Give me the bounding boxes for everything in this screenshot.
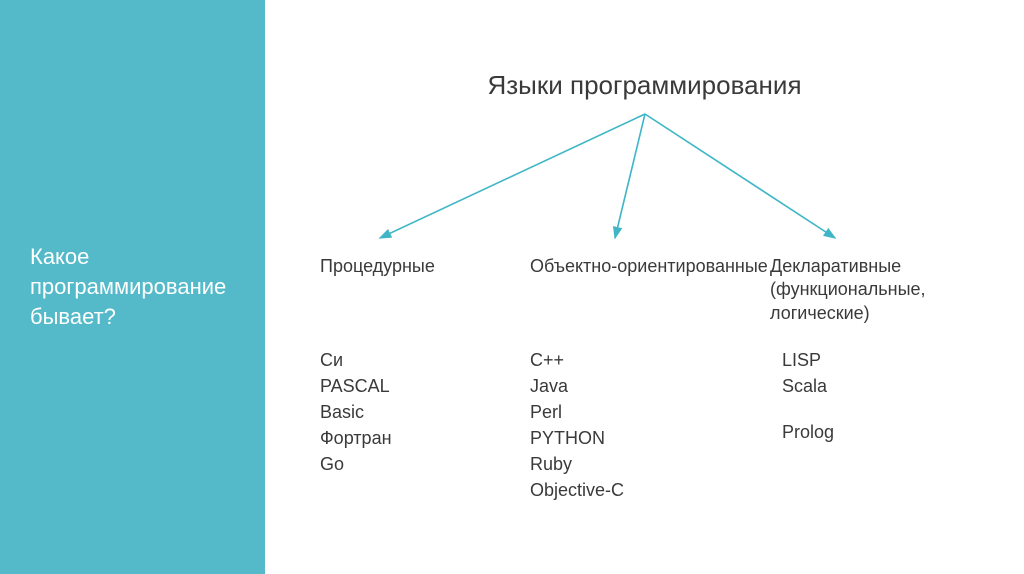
columns-row: Процедурные Си PASCAL Basic Фортран Go О…: [265, 255, 1024, 504]
group-gap: [782, 399, 1004, 419]
column-procedural: Процедурные Си PASCAL Basic Фортран Go: [320, 255, 530, 504]
item: PASCAL: [320, 373, 530, 399]
column-items: C++ Java Perl PYTHON Ruby Objective-C: [530, 347, 770, 504]
item: LISP: [782, 347, 1004, 373]
column-items: Си PASCAL Basic Фортран Go: [320, 347, 530, 477]
item: Go: [320, 451, 530, 477]
column-declarative: Декларативные (функциональные, логически…: [770, 255, 1004, 504]
item: C++: [530, 347, 770, 373]
arrow-connectors: [265, 110, 1024, 250]
item: Perl: [530, 399, 770, 425]
item: Scala: [782, 373, 1004, 399]
item: Ruby: [530, 451, 770, 477]
sidebar-title: Какое программирование бывает?: [30, 242, 245, 331]
item: Objective-C: [530, 477, 770, 503]
column-items: LISP Scala Prolog: [770, 347, 1004, 445]
column-oop: Объектно-ориентированные C++ Java Perl P…: [530, 255, 770, 504]
item: Си: [320, 347, 530, 373]
item: Basic: [320, 399, 530, 425]
root-node-label: Языки программирования: [487, 70, 801, 101]
item: Java: [530, 373, 770, 399]
diagram-area: Языки программирования Процедурные Си PA…: [265, 0, 1024, 574]
column-heading: Объектно-ориентированные: [530, 255, 770, 325]
item: Prolog: [782, 419, 1004, 445]
item: PYTHON: [530, 425, 770, 451]
column-heading: Процедурные: [320, 255, 530, 325]
sidebar: Какое программирование бывает?: [0, 0, 265, 574]
column-heading: Декларативные (функциональные, логически…: [770, 255, 1004, 325]
item: Фортран: [320, 425, 530, 451]
